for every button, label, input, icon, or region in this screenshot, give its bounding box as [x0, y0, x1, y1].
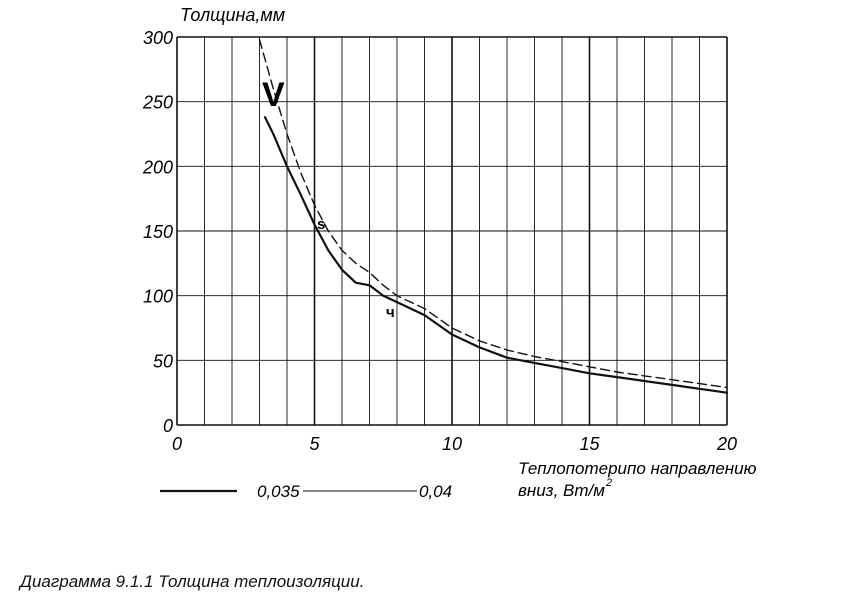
y-tick-label: 100 — [143, 287, 173, 307]
annotation-ch: ч — [386, 304, 395, 321]
series-line-solid — [263, 116, 729, 394]
legend-label-0035: 0,035 — [257, 482, 300, 501]
annotation-v: V — [262, 76, 285, 114]
series-line-dashed — [258, 38, 728, 389]
y-tick-label: 150 — [143, 222, 173, 242]
legend: 0,035 0,04 — [160, 482, 452, 501]
x-tick-label: 0 — [172, 434, 182, 454]
y-tick-label: 0 — [163, 416, 173, 436]
x-axis-label-superscript: 2 — [605, 477, 612, 489]
y-tick-label: 250 — [142, 93, 173, 113]
annotation-s: s — [317, 216, 325, 233]
y-tick-label: 200 — [142, 157, 173, 177]
x-tick-label: 10 — [442, 434, 462, 454]
x-axis-label-line2: вниз, Вт/м — [518, 481, 605, 500]
y-axis-label: Толщина,мм — [180, 5, 285, 25]
y-tick-label: 50 — [153, 351, 173, 371]
x-tick-label: 5 — [309, 434, 320, 454]
x-tick-label: 20 — [716, 434, 737, 454]
series-layer — [258, 38, 729, 394]
x-tick-label: 15 — [579, 434, 600, 454]
chart-grid — [176, 36, 728, 426]
figure-caption: Диаграмма 9.1.1 Толщина теплоизоляции. — [20, 572, 365, 591]
legend-label-004: 0,04 — [419, 482, 452, 501]
x-axis-label-line1: Теплопотерипо направлению — [518, 459, 757, 478]
y-tick-label: 300 — [143, 28, 173, 48]
